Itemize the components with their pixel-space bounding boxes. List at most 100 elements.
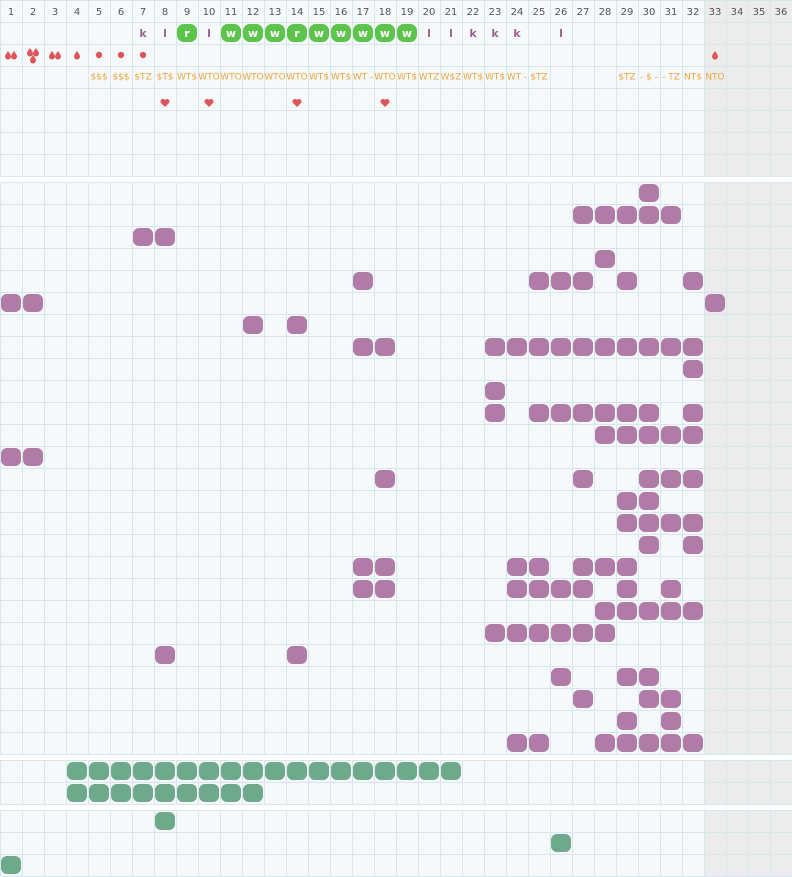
blob — [397, 762, 417, 780]
badge-letter: w — [314, 27, 324, 40]
blob — [485, 404, 505, 422]
blob — [1, 448, 21, 466]
blob — [331, 762, 351, 780]
code: WTO — [198, 73, 219, 83]
code: $TZ — [134, 73, 151, 83]
badge-letter: r — [184, 27, 190, 40]
column-number: 25 — [533, 7, 546, 18]
blob — [177, 784, 197, 802]
code: WT$ — [463, 73, 483, 83]
badge — [177, 24, 197, 42]
column-number: 22 — [467, 7, 480, 18]
column-number: 32 — [687, 7, 700, 18]
blob — [353, 580, 373, 598]
blob — [507, 624, 527, 642]
blob — [133, 762, 153, 780]
blob — [573, 272, 593, 290]
blob — [683, 470, 703, 488]
column-number: 18 — [379, 7, 392, 18]
blob — [353, 762, 373, 780]
column-number: 11 — [225, 7, 238, 18]
drop — [55, 51, 61, 60]
blob — [683, 602, 703, 620]
column-number: 14 — [291, 7, 304, 18]
blob — [529, 580, 549, 598]
badge-letter: w — [402, 27, 412, 40]
blob — [507, 580, 527, 598]
blob — [617, 668, 637, 686]
column-number: 30 — [643, 7, 656, 18]
blob — [485, 624, 505, 642]
blob — [221, 762, 241, 780]
code: $TZ — [530, 73, 547, 83]
blob — [683, 404, 703, 422]
blob — [639, 338, 659, 356]
drop — [712, 51, 718, 60]
code: WT - — [353, 73, 374, 83]
code: WTO — [286, 73, 307, 83]
blob — [661, 734, 681, 752]
code: NTO — [705, 73, 724, 83]
dot — [95, 51, 103, 59]
blob — [375, 580, 395, 598]
blob — [573, 690, 593, 708]
code: WT$ — [485, 73, 505, 83]
blob — [529, 338, 549, 356]
blob — [133, 784, 153, 802]
badge-letter: r — [294, 27, 300, 40]
column-number: 26 — [555, 7, 568, 18]
letter: k — [513, 27, 521, 40]
code: WTO — [242, 73, 263, 83]
blob — [529, 734, 549, 752]
blob — [507, 338, 527, 356]
blob — [529, 272, 549, 290]
blob — [639, 690, 659, 708]
blob — [595, 426, 615, 444]
blob — [595, 558, 615, 576]
blob — [617, 206, 637, 224]
code: WT$ — [309, 73, 329, 83]
column-number: 2 — [30, 7, 36, 18]
badge-letter: w — [248, 27, 258, 40]
badge-letter: w — [380, 27, 390, 40]
column-number: 21 — [445, 7, 458, 18]
badge — [331, 24, 351, 42]
column-number: 28 — [599, 7, 612, 18]
blob — [639, 668, 659, 686]
blob — [683, 514, 703, 532]
blob — [595, 624, 615, 642]
blob — [639, 514, 659, 532]
blob — [617, 426, 637, 444]
blob — [353, 338, 373, 356]
blob — [617, 272, 637, 290]
column-number: 15 — [313, 7, 326, 18]
code: WT$ — [177, 73, 197, 83]
blob — [573, 470, 593, 488]
code: $TZ — [618, 73, 635, 83]
blob — [287, 316, 307, 334]
blob — [23, 294, 43, 312]
blob — [551, 272, 571, 290]
blob — [67, 762, 87, 780]
blob — [551, 338, 571, 356]
blob — [1, 856, 21, 874]
column-number: 35 — [753, 7, 766, 18]
blob — [661, 470, 681, 488]
column-number: 23 — [489, 7, 502, 18]
column-number: 8 — [162, 7, 168, 18]
blob — [551, 624, 571, 642]
badge — [265, 24, 285, 42]
blob — [661, 580, 681, 598]
drop — [11, 51, 17, 60]
code: - $ - — [640, 73, 658, 83]
blob — [1, 294, 21, 312]
dot — [139, 51, 147, 59]
column-number: 4 — [74, 7, 80, 18]
blob — [661, 338, 681, 356]
code: $T$ — [157, 73, 174, 83]
badge — [309, 24, 329, 42]
blob — [485, 338, 505, 356]
column-number: 5 — [96, 7, 102, 18]
column-number: 27 — [577, 7, 590, 18]
column-number: 24 — [511, 7, 524, 18]
